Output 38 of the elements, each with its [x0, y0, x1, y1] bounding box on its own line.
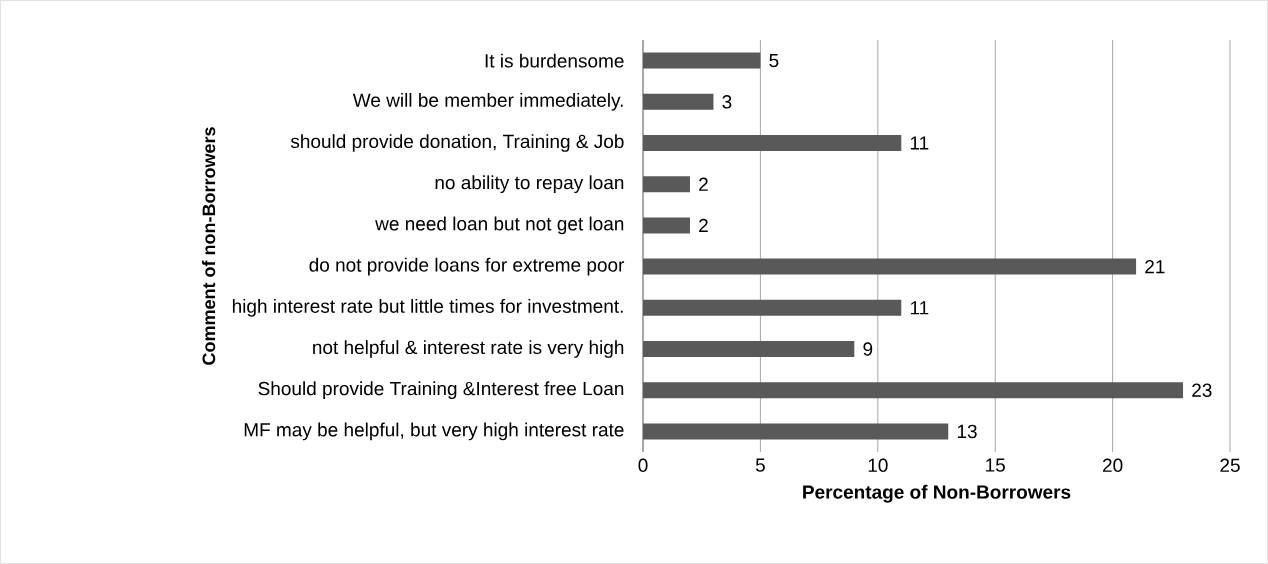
- x-axis-title: Percentage of Non-Borrowers: [803, 484, 1071, 503]
- y-tick-label: We will be member immediately.: [352, 92, 623, 111]
- y-tick-label: do not provide loans for extreme poor: [309, 257, 625, 276]
- y-tick-label: no ability to repay loan: [435, 175, 624, 194]
- y-tick-label: not helpful & interest rate is very high: [313, 340, 624, 358]
- data-label: 3: [722, 95, 732, 109]
- data-label: 13: [957, 424, 977, 439]
- y-tick-label: Should provide Training &Interest free Loan: [258, 381, 624, 400]
- bar: [643, 258, 1137, 275]
- bar: [643, 93, 714, 110]
- y-axis-title: Comment of non-Borrowers: [202, 127, 216, 365]
- bar: [643, 52, 761, 69]
- data-label: 23: [1192, 383, 1212, 397]
- y-tick-label: high interest rate but little times for investment.: [232, 298, 623, 317]
- data-label: 2: [699, 218, 708, 233]
- x-tick-label: 5: [755, 458, 765, 472]
- bar: [643, 217, 690, 234]
- x-tick-label: 25: [1220, 458, 1240, 472]
- y-tick-label: we need loan but not get loan: [375, 216, 624, 235]
- data-label: 9: [863, 342, 873, 356]
- bar: [643, 299, 902, 316]
- y-tick-label: MF may be helpful, but very high interest rate: [244, 422, 624, 441]
- x-tick-label: 0: [638, 458, 648, 472]
- data-label: 11: [910, 301, 929, 315]
- x-tick-label: 15: [986, 458, 1005, 472]
- data-label: 21: [1145, 259, 1165, 274]
- bar: [643, 423, 949, 440]
- bar: [643, 341, 855, 357]
- y-tick-label: should provide donation, Training & Job: [290, 134, 624, 152]
- x-tick-label: 10: [868, 458, 888, 472]
- data-label: 11: [910, 136, 929, 150]
- bar: [643, 382, 1184, 399]
- bar: [643, 176, 690, 193]
- data-label: 5: [769, 53, 779, 68]
- x-tick-label: 20: [1102, 458, 1123, 472]
- bar: [643, 135, 902, 151]
- y-tick-label: It is burdensome: [485, 53, 624, 68]
- data-label: 2: [699, 177, 708, 191]
